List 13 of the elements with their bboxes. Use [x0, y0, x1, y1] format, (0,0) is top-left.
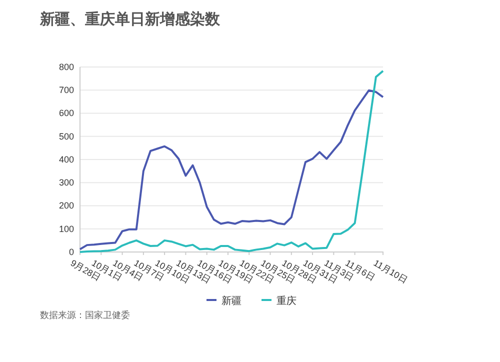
source-note: 数据来源：国家卫健委	[40, 310, 130, 321]
y-tick-label: 600	[58, 108, 74, 118]
y-tick-label: 0	[68, 246, 74, 257]
legend-label: 新疆	[222, 295, 242, 307]
y-tick-label: 200	[58, 200, 74, 211]
y-tick-label: 100	[58, 224, 74, 234]
y-tick-label: 700	[58, 85, 74, 96]
y-tick-label: 300	[58, 178, 74, 188]
y-tick-label: 400	[58, 154, 74, 164]
chart-title: 新疆、重庆单日新增感染数	[39, 10, 221, 28]
y-tick-label: 800	[58, 62, 74, 72]
y-tick-label: 500	[58, 131, 74, 142]
legend-label: 重庆	[276, 295, 296, 307]
